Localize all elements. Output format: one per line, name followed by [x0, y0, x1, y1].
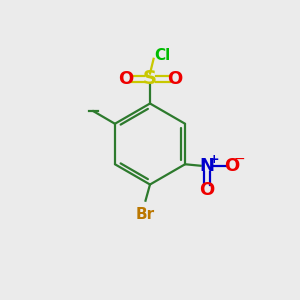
Text: O: O — [224, 157, 239, 175]
Text: S: S — [143, 69, 157, 88]
Text: N: N — [199, 157, 214, 175]
Text: O: O — [118, 70, 133, 88]
Text: Cl: Cl — [154, 48, 170, 63]
Text: Br: Br — [136, 207, 155, 222]
Text: O: O — [199, 181, 214, 199]
Text: O: O — [167, 70, 182, 88]
Text: +: + — [208, 153, 219, 166]
Text: −: − — [234, 152, 245, 166]
